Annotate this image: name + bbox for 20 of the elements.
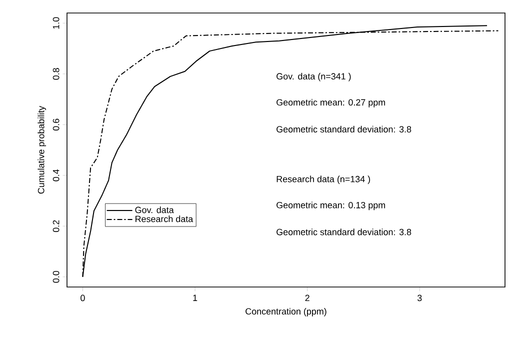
y-axis-title: Cumulative probability xyxy=(38,106,46,194)
annotation: Geometric mean: 0.13 ppm xyxy=(276,202,385,210)
annotation: Geometric standard deviation: 3.8 xyxy=(276,126,412,132)
annotation: Geometric mean: 0.27 ppm xyxy=(276,98,385,108)
annotation: Gov. data (n=341 ) xyxy=(276,72,351,82)
annotation: Geometric standard deviation: 3.8 xyxy=(276,228,412,236)
x-tick-label: 0 xyxy=(80,294,85,302)
legend-label: Gov. data xyxy=(135,206,174,214)
y-tick-label: 0.2 xyxy=(52,220,60,232)
x-tick-label: 1 xyxy=(193,294,198,301)
x-tick-label: 2 xyxy=(305,294,310,302)
x-axis-title: Concentration (ppm) xyxy=(246,308,326,316)
y-tick-label: 0.6 xyxy=(52,118,60,131)
y-tick-label: 0.8 xyxy=(52,68,60,80)
y-tick-label: 0.0 xyxy=(52,270,60,283)
x-tick-label: 3 xyxy=(417,294,422,302)
y-tick-label: 0.4 xyxy=(52,169,60,182)
annotation: Research data (n=134 ) xyxy=(276,176,370,184)
y-tick-label: 1.0 xyxy=(52,17,60,29)
legend-label: Research data xyxy=(136,216,194,222)
